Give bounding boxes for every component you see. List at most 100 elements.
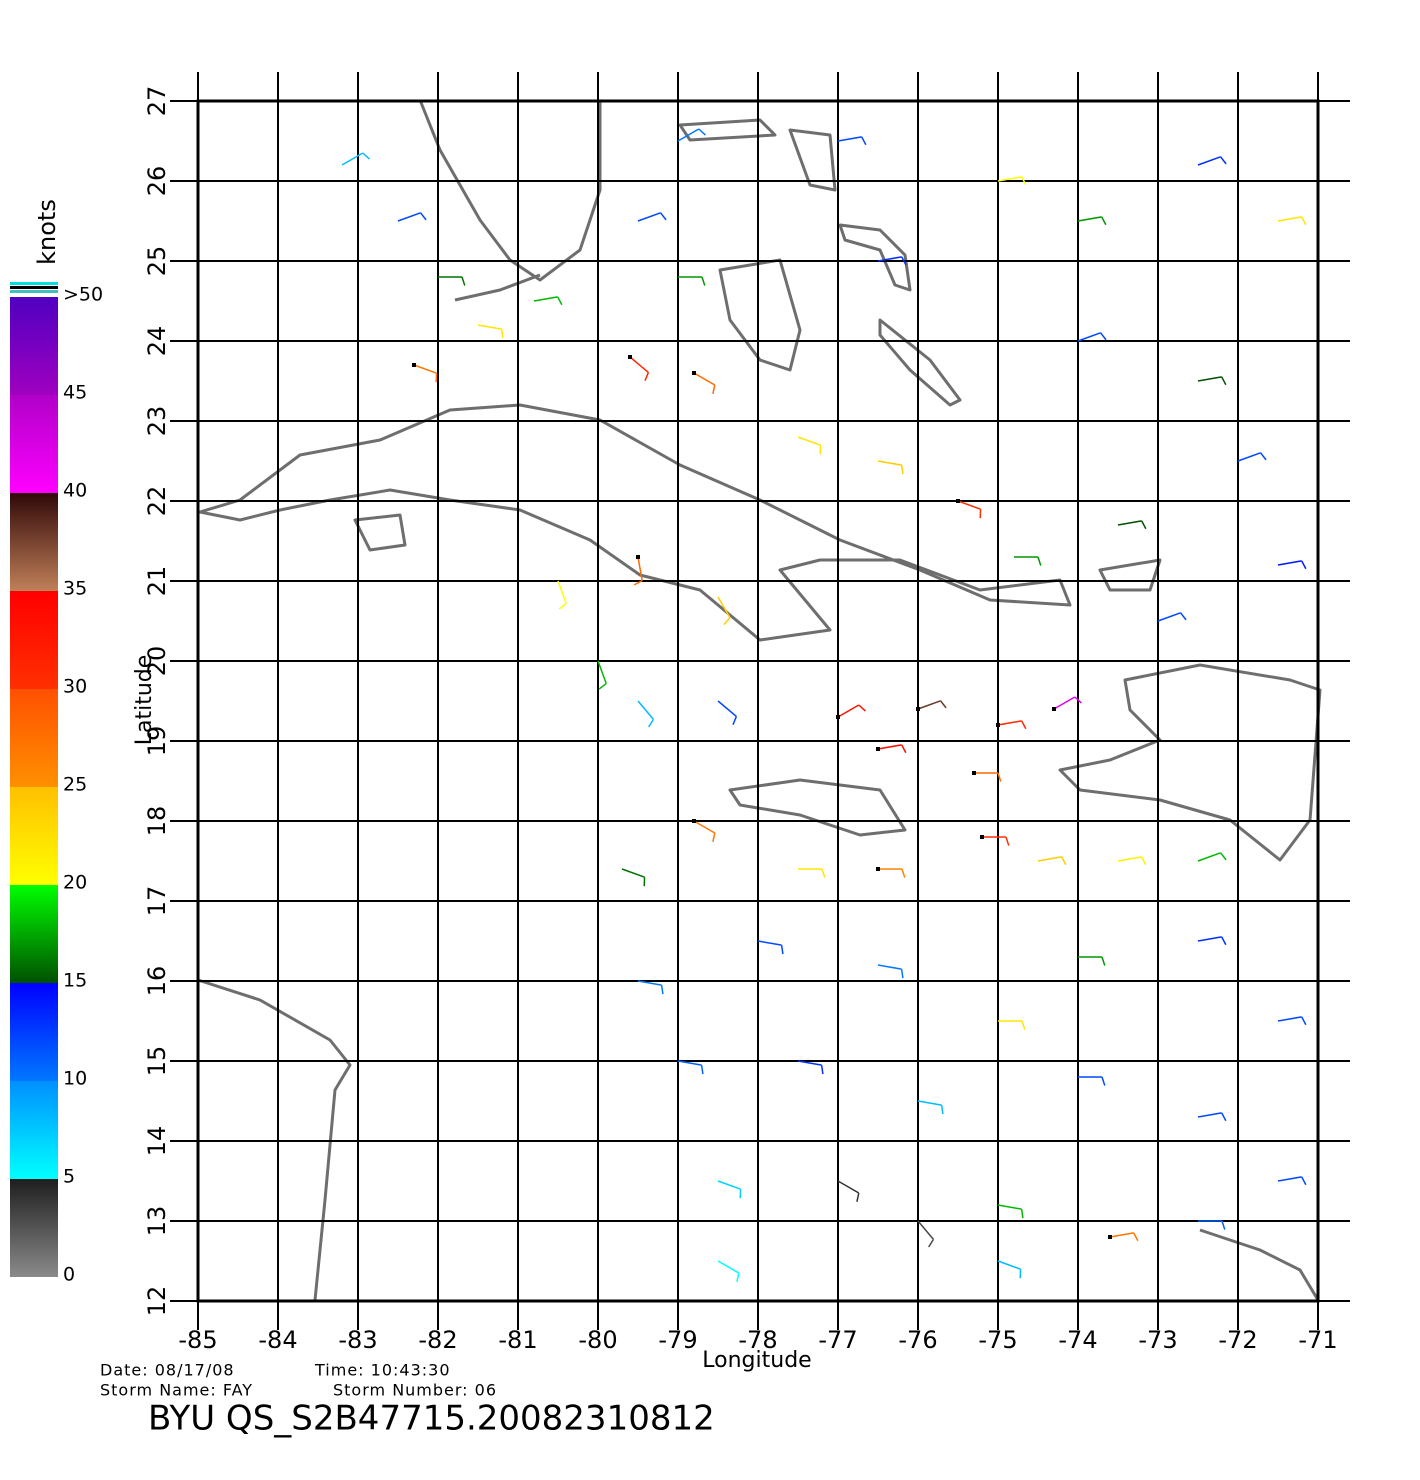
y-tick-label: 13 <box>143 1206 171 1237</box>
barb-flag <box>997 772 1002 782</box>
barb-shaft <box>917 700 941 710</box>
hispaniola <box>1058 663 1322 862</box>
barb-shaft <box>717 1180 741 1190</box>
file-title: BYU QS_S2B47715.20082310812 <box>148 1399 715 1439</box>
barb-flag <box>1220 1112 1227 1122</box>
colorbar-label: 15 <box>63 970 87 992</box>
colorbar: 0 5 10 15 20 25 30 35 40 45 >50 <box>10 284 103 1286</box>
barb-shaft <box>637 212 661 222</box>
barb-flag <box>939 700 947 709</box>
date: Date: 08/17/08 <box>100 1361 235 1380</box>
wind-barb <box>916 700 947 711</box>
colorbar-label: 40 <box>63 480 87 502</box>
barb-dot <box>412 363 416 367</box>
barb-flag <box>1101 1076 1106 1086</box>
wind-barb <box>877 964 904 979</box>
barb-shaft <box>757 940 782 946</box>
barb-flag <box>1021 1020 1026 1030</box>
wind-barb <box>1117 520 1147 530</box>
y-tick-label: 21 <box>143 566 171 597</box>
barb-shaft <box>557 580 567 604</box>
barb-shaft <box>1197 156 1221 166</box>
barb-shaft <box>637 556 643 581</box>
y-tick-label: 25 <box>143 246 171 277</box>
andros <box>718 258 802 372</box>
barb-dot <box>1052 707 1056 711</box>
barb-flag <box>1300 1016 1307 1026</box>
colorbar-segment <box>10 395 58 493</box>
x-tick-label: -76 <box>898 1326 937 1354</box>
barb-flag <box>1300 560 1307 570</box>
barb-dot <box>980 835 984 839</box>
y-tick-label: 20 <box>143 646 171 677</box>
wind-barb <box>717 700 738 726</box>
wind-barb <box>972 771 1002 782</box>
wind-barb <box>1197 376 1227 386</box>
barb-flag <box>723 617 731 625</box>
wind-barb <box>1197 852 1227 862</box>
barb-dot <box>916 707 920 711</box>
wind-barb <box>997 1204 1024 1219</box>
barb-flag <box>500 329 504 339</box>
barb-shaft <box>677 128 700 142</box>
x-tick-label: -78 <box>738 1326 777 1354</box>
barb-shaft <box>877 744 902 750</box>
frame <box>196 99 1320 1303</box>
barb-flag <box>1300 216 1307 226</box>
barb-shaft <box>717 700 737 718</box>
barb-flag <box>1020 720 1027 730</box>
colorbar-segment <box>10 1179 58 1277</box>
cap-stripe <box>10 290 58 293</box>
grand-bahama <box>678 118 777 142</box>
colorbar-segment <box>10 1081 58 1179</box>
barb-shaft <box>717 1260 740 1274</box>
wind-barb <box>341 152 370 166</box>
wind-barb <box>1197 936 1227 946</box>
wind-barb <box>692 819 716 842</box>
barb-flag <box>362 152 370 160</box>
colorbar-label: 35 <box>63 578 87 600</box>
wind-barb <box>1198 1220 1226 1230</box>
wind-barb <box>998 1020 1026 1030</box>
barb-flag <box>1179 612 1187 621</box>
wind-barb <box>996 720 1027 730</box>
barb-flag <box>700 1065 704 1075</box>
colorbar-segment <box>10 493 58 591</box>
barb-shaft <box>341 152 364 166</box>
wind-barb <box>637 980 664 995</box>
barb-shaft <box>1117 520 1142 526</box>
barb-shaft <box>877 256 902 262</box>
barb-flag <box>1220 936 1227 946</box>
colorbar-title: knots <box>33 199 61 265</box>
barb-shaft <box>1197 1112 1222 1118</box>
barb-dot <box>1108 1235 1112 1239</box>
barb-flag <box>860 136 867 146</box>
barb-flag <box>780 945 784 955</box>
barb-dot <box>876 867 880 871</box>
wind-barb <box>1077 216 1107 226</box>
wind-barb <box>1077 332 1107 342</box>
barb-shaft <box>837 704 860 718</box>
colorbar-label: 25 <box>63 774 87 796</box>
grid <box>170 72 1350 1330</box>
x-tick-label: -77 <box>818 1326 857 1354</box>
barb-flag <box>1259 452 1267 461</box>
barb-shaft <box>997 176 1022 182</box>
barb-dot <box>972 771 976 775</box>
barb-flag <box>660 985 664 995</box>
barb-shaft <box>1077 332 1101 342</box>
barb-shaft <box>917 1220 935 1240</box>
colorbar-segment <box>10 885 58 983</box>
x-tick-label: -82 <box>418 1326 457 1354</box>
barb-shaft <box>957 500 981 510</box>
barb-flag <box>1020 1209 1024 1219</box>
x-tick-label: -71 <box>1298 1326 1337 1354</box>
isle-of-youth <box>353 513 407 552</box>
great-inagua <box>1098 558 1162 592</box>
barb-shaft <box>637 980 662 986</box>
wind-barb <box>637 212 667 222</box>
cuba <box>198 403 1072 642</box>
barb-shaft <box>877 964 902 970</box>
barb-flag <box>1005 836 1010 846</box>
barb-flag <box>1100 216 1107 226</box>
